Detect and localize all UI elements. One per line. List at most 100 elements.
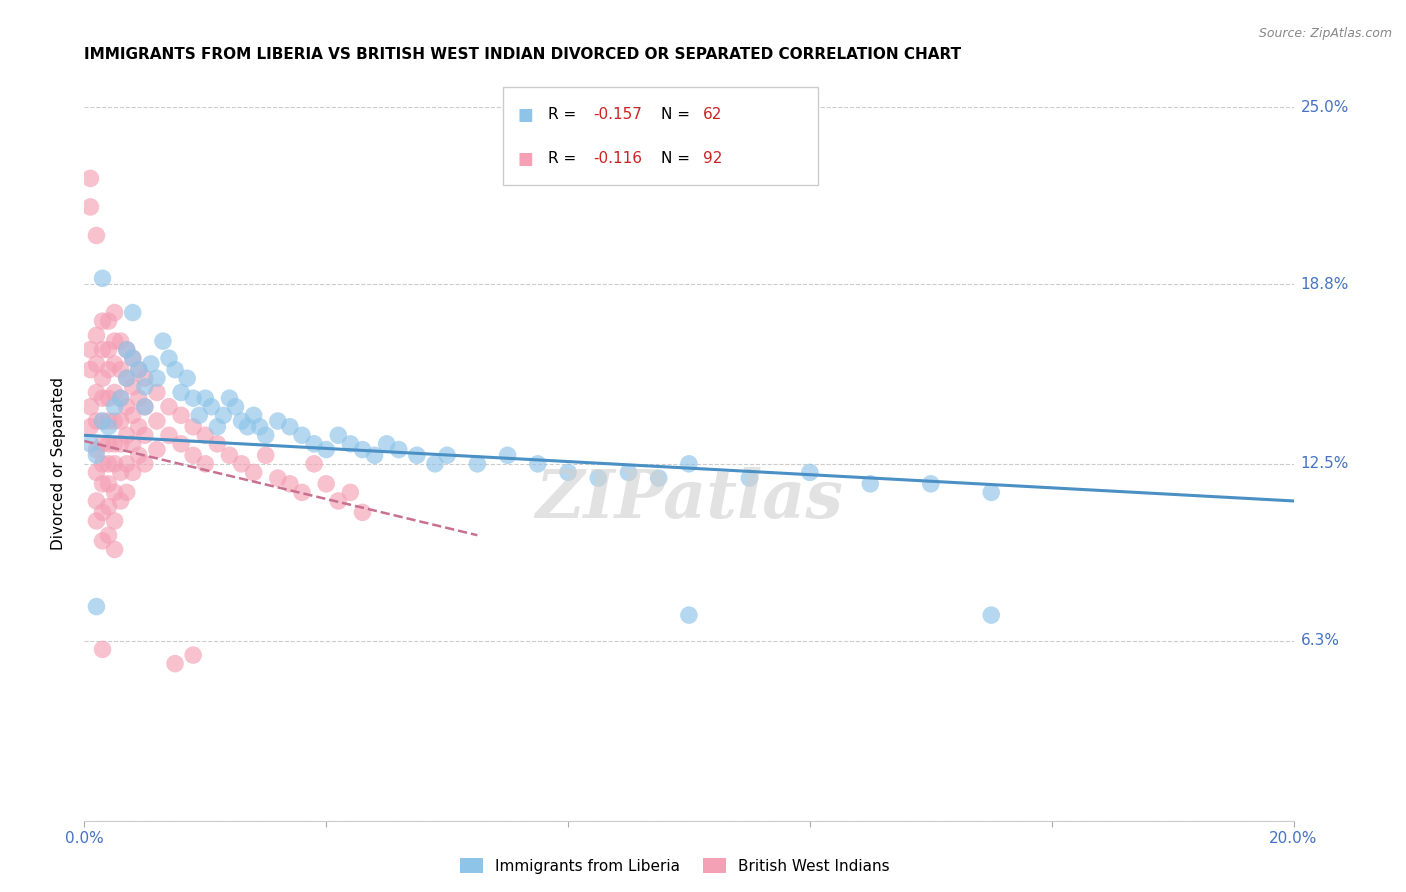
Point bbox=[91, 271, 114, 285]
Point bbox=[278, 476, 301, 491]
Point bbox=[86, 448, 108, 462]
Text: R =: R = bbox=[548, 107, 582, 122]
Legend: Immigrants from Liberia, British West Indians: Immigrants from Liberia, British West In… bbox=[454, 852, 896, 880]
Point bbox=[278, 419, 301, 434]
Point bbox=[104, 414, 127, 428]
Point bbox=[134, 380, 156, 394]
Point bbox=[86, 466, 108, 480]
Point bbox=[388, 442, 411, 457]
Point bbox=[406, 448, 429, 462]
Point bbox=[97, 476, 120, 491]
Point bbox=[352, 505, 374, 519]
Point bbox=[207, 419, 229, 434]
Point bbox=[207, 437, 229, 451]
Point bbox=[97, 391, 120, 405]
Point bbox=[291, 428, 314, 442]
Text: 12.5%: 12.5% bbox=[1301, 457, 1348, 471]
Text: N =: N = bbox=[661, 107, 695, 122]
Point bbox=[128, 419, 150, 434]
Point bbox=[859, 476, 882, 491]
Point bbox=[121, 409, 143, 423]
Point bbox=[139, 357, 162, 371]
Point bbox=[128, 362, 150, 376]
Point bbox=[91, 533, 114, 548]
Point bbox=[188, 409, 211, 423]
Point bbox=[231, 414, 253, 428]
Point bbox=[110, 414, 132, 428]
Point bbox=[115, 371, 138, 385]
Point bbox=[194, 391, 217, 405]
Text: 18.8%: 18.8% bbox=[1301, 277, 1348, 292]
Point bbox=[526, 457, 548, 471]
Point bbox=[218, 391, 240, 405]
Point bbox=[134, 371, 156, 385]
Point bbox=[110, 494, 132, 508]
Point bbox=[115, 428, 138, 442]
Point bbox=[91, 414, 114, 428]
Point bbox=[134, 400, 156, 414]
Point bbox=[302, 457, 325, 471]
Point bbox=[315, 442, 337, 457]
Point bbox=[97, 457, 120, 471]
Point bbox=[91, 371, 114, 385]
Point bbox=[128, 391, 150, 405]
Point bbox=[86, 599, 108, 614]
Point bbox=[352, 442, 374, 457]
Text: ZIPatlas: ZIPatlas bbox=[536, 467, 842, 532]
Point bbox=[79, 419, 101, 434]
Point bbox=[242, 409, 264, 423]
Point bbox=[97, 500, 120, 514]
Point bbox=[170, 437, 193, 451]
Point bbox=[91, 437, 114, 451]
Point bbox=[181, 448, 204, 462]
Point bbox=[121, 305, 143, 319]
Text: -0.157: -0.157 bbox=[593, 107, 643, 122]
Point bbox=[181, 648, 204, 662]
Point bbox=[79, 362, 101, 376]
Point bbox=[212, 409, 235, 423]
Point bbox=[104, 485, 127, 500]
Point bbox=[104, 385, 127, 400]
Point bbox=[617, 466, 640, 480]
Point bbox=[163, 362, 186, 376]
Point bbox=[97, 314, 120, 328]
Point bbox=[104, 400, 127, 414]
Point bbox=[121, 351, 143, 366]
Point bbox=[121, 380, 143, 394]
Text: 25.0%: 25.0% bbox=[1301, 100, 1348, 114]
Point bbox=[104, 334, 127, 348]
Point bbox=[86, 442, 108, 457]
Point bbox=[157, 400, 180, 414]
Point bbox=[339, 485, 361, 500]
Point bbox=[79, 437, 101, 451]
Point bbox=[236, 419, 259, 434]
Point bbox=[363, 448, 385, 462]
Point bbox=[86, 514, 108, 528]
Point bbox=[146, 414, 169, 428]
Text: ■: ■ bbox=[517, 150, 533, 168]
Point bbox=[678, 608, 700, 623]
Point bbox=[315, 476, 337, 491]
Text: 92: 92 bbox=[703, 152, 723, 167]
Point bbox=[157, 351, 180, 366]
Point bbox=[86, 414, 108, 428]
Point bbox=[79, 400, 101, 414]
Point bbox=[423, 457, 446, 471]
Point bbox=[254, 428, 277, 442]
Point bbox=[267, 414, 290, 428]
Point bbox=[91, 414, 114, 428]
Point bbox=[678, 457, 700, 471]
Point bbox=[146, 371, 169, 385]
Point bbox=[91, 457, 114, 471]
Point bbox=[91, 314, 114, 328]
Point bbox=[134, 428, 156, 442]
Point bbox=[557, 466, 579, 480]
Point bbox=[104, 437, 127, 451]
Point bbox=[110, 334, 132, 348]
Text: 62: 62 bbox=[703, 107, 723, 122]
Point bbox=[799, 466, 821, 480]
Point bbox=[86, 228, 108, 243]
Point bbox=[79, 343, 101, 357]
Point bbox=[436, 448, 458, 462]
Point bbox=[194, 457, 217, 471]
